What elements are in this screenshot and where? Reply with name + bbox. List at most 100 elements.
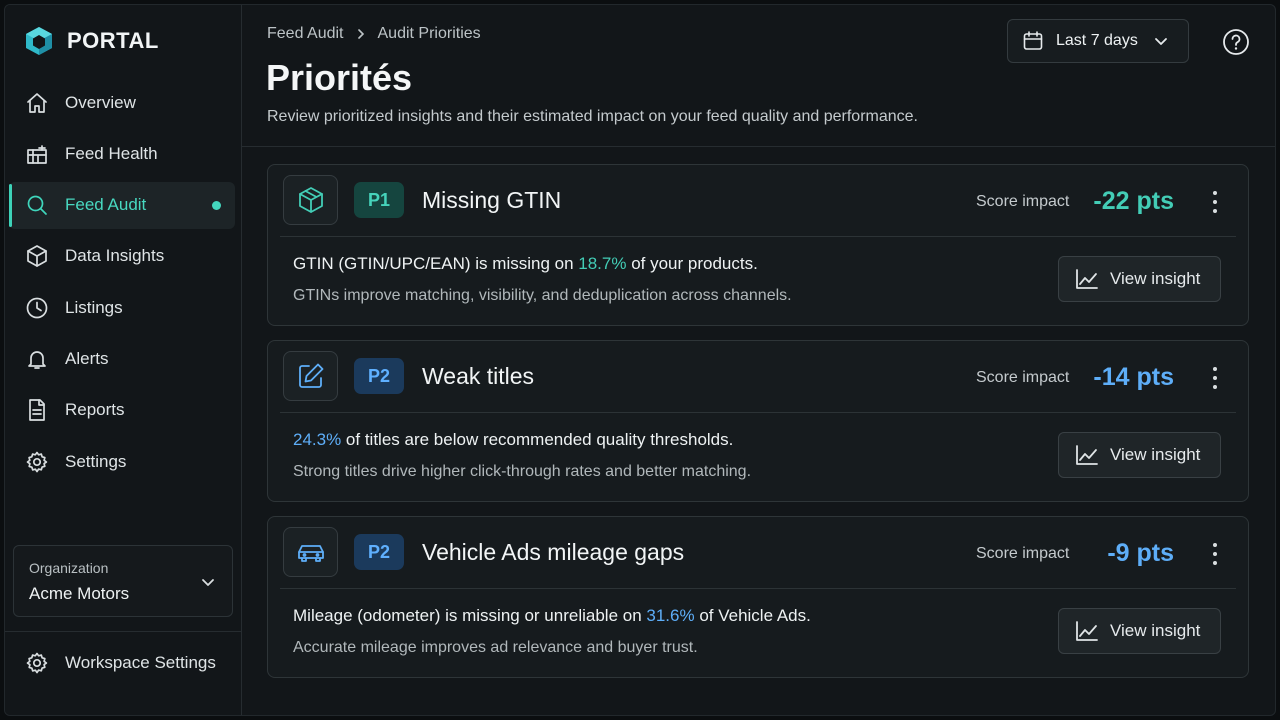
summary-percentage: 24.3% [293, 430, 342, 449]
card-icon-box [283, 175, 338, 225]
main-content: Feed Audit Audit Priorities Priorités Re… [242, 5, 1275, 715]
priority-badge: P1 [354, 182, 404, 218]
home-icon [25, 91, 49, 115]
chevron-right-icon [357, 29, 364, 39]
score-impact-value: -14 pts [1093, 363, 1174, 391]
summary-text: of Vehicle Ads. [694, 606, 811, 625]
sidebar-item-label: Reports [65, 400, 125, 420]
more-options-icon[interactable] [1205, 541, 1225, 567]
card-icon-box [283, 351, 338, 401]
score-impact-value: -22 pts [1093, 187, 1174, 215]
gear-icon [25, 651, 49, 675]
organization-selector[interactable]: Organization Acme Motors [13, 545, 233, 617]
card-divider [280, 588, 1236, 589]
brand-name: PORTAL [67, 28, 159, 53]
sidebar-item-label: Alerts [65, 348, 109, 368]
score-impact-label: Score impact [976, 545, 1070, 562]
sidebar-item-alerts[interactable]: Alerts [9, 335, 235, 382]
help-icon[interactable] [1222, 28, 1250, 56]
calendar-icon [1023, 31, 1043, 50]
car-icon [297, 545, 324, 562]
summary-percentage: 31.6% [646, 606, 695, 625]
priority-badge: P2 [354, 358, 404, 394]
sidebar-item-label: Listings [65, 297, 123, 317]
breadcrumb-feed-audit[interactable]: Feed Audit [267, 25, 344, 42]
card-summary: GTIN (GTIN/UPC/EAN) is missing on 18.7% … [293, 254, 758, 274]
score-impact-label: Score impact [976, 369, 1070, 386]
date-range-dropdown[interactable]: Last 7 days [1007, 19, 1189, 63]
score-impact-label: Score impact [976, 193, 1070, 210]
card-title: Vehicle Ads mileage gaps [422, 539, 685, 565]
card-divider [280, 412, 1236, 413]
card-detail: Accurate mileage improves ad relevance a… [293, 639, 698, 656]
app-window: PORTAL Overview Feed Health Feed Audit [4, 4, 1276, 716]
page-description: Review prioritized insights and their es… [267, 108, 918, 125]
card-title: Weak titles [422, 363, 535, 389]
sidebar-item-settings[interactable]: Settings [9, 438, 235, 485]
feed-health-icon [25, 142, 49, 166]
active-indicator-dot [212, 200, 221, 210]
page-title: Priorités [266, 57, 413, 98]
line-chart-icon [1076, 621, 1098, 641]
view-insight-button[interactable]: View insight [1058, 432, 1221, 478]
view-insight-label: View insight [1110, 269, 1201, 288]
view-insight-label: View insight [1110, 445, 1201, 464]
sidebar: PORTAL Overview Feed Health Feed Audit [5, 5, 242, 715]
score-impact-value: -9 pts [1107, 539, 1174, 567]
sidebar-item-reports[interactable]: Reports [9, 387, 235, 434]
workspace-settings-label: Workspace Settings [65, 652, 216, 672]
document-icon [25, 398, 49, 422]
summary-percentage: 18.7% [578, 254, 627, 273]
search-icon [25, 193, 49, 217]
workspace-settings-link[interactable]: Workspace Settings [9, 639, 235, 686]
card-title: Missing GTIN [422, 187, 562, 213]
sidebar-item-feed-audit[interactable]: Feed Audit [9, 181, 235, 229]
sidebar-item-overview[interactable]: Overview [9, 79, 235, 126]
sidebar-divider [5, 631, 241, 632]
sidebar-item-feed-health[interactable]: Feed Health [9, 130, 235, 177]
view-insight-label: View insight [1110, 621, 1201, 640]
card-detail: GTINs improve matching, visibility, and … [293, 287, 792, 304]
line-chart-icon [1076, 445, 1098, 465]
more-options-icon[interactable] [1205, 189, 1225, 215]
header-divider [242, 146, 1275, 147]
card-summary: 24.3% of titles are below recommended qu… [293, 430, 733, 450]
card-summary: Mileage (odometer) is missing or unrelia… [293, 606, 811, 626]
organization-label: Organization [29, 560, 109, 576]
organization-value: Acme Motors [29, 584, 130, 603]
sidebar-item-label: Overview [65, 92, 136, 112]
breadcrumb: Feed Audit Audit Priorities [267, 25, 481, 43]
view-insight-button[interactable]: View insight [1058, 256, 1221, 302]
sidebar-item-label: Settings [65, 451, 127, 471]
priority-card: P2 Vehicle Ads mileage gaps Score impact… [267, 516, 1249, 678]
summary-text: of titles are below recommended quality … [341, 430, 734, 449]
sidebar-item-data-insights[interactable]: Data Insights [9, 233, 235, 280]
line-chart-icon [1076, 269, 1098, 289]
sidebar-item-listings[interactable]: Listings [9, 284, 235, 331]
more-options-icon[interactable] [1205, 365, 1225, 391]
package-icon [298, 187, 323, 213]
priority-list: P1 Missing GTIN Score impact -22 pts GTI… [267, 164, 1249, 692]
logo-cube-icon [26, 27, 52, 55]
edit-icon [298, 363, 323, 388]
priority-card: P1 Missing GTIN Score impact -22 pts GTI… [267, 164, 1249, 326]
summary-text: GTIN (GTIN/UPC/EAN) is missing on [293, 254, 579, 273]
sidebar-item-label: Feed Audit [65, 195, 147, 215]
bell-icon [25, 347, 49, 371]
chevron-down-icon [1154, 38, 1167, 45]
card-divider [280, 236, 1236, 237]
sidebar-nav: Overview Feed Health Feed Audit Data I [9, 79, 235, 489]
card-detail: Strong titles drive higher click-through… [293, 463, 752, 480]
chevron-down-icon [202, 579, 214, 586]
summary-text: Mileage (odometer) is missing or unrelia… [293, 606, 647, 625]
cube-icon [25, 244, 49, 268]
brand-logo[interactable]: PORTAL [23, 25, 159, 57]
clock-icon [25, 296, 49, 320]
view-insight-button[interactable]: View insight [1058, 608, 1221, 654]
breadcrumb-audit-priorities: Audit Priorities [377, 25, 481, 42]
summary-text: of your products. [626, 254, 758, 273]
sidebar-item-label: Feed Health [65, 143, 158, 163]
date-range-value: Last 7 days [1056, 32, 1138, 49]
gear-icon [25, 450, 49, 474]
sidebar-item-label: Data Insights [65, 246, 165, 266]
